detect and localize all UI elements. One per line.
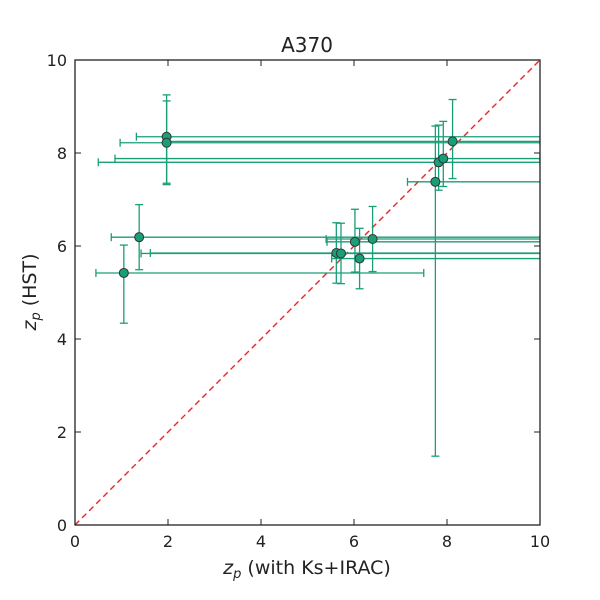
data-point-12 <box>447 136 458 147</box>
error-bar-layer <box>95 94 540 457</box>
tick-layer: 0 2 4 6 8 10 0 2 4 6 8 10 <box>47 51 551 551</box>
y-tick-label-1: 2 <box>57 423 67 442</box>
y-tick-label-3: 6 <box>57 237 67 256</box>
x-tick-label-4: 8 <box>442 532 452 551</box>
data-point-8 <box>367 234 378 245</box>
x-tick-label-0: 0 <box>70 532 80 551</box>
data-point-1 <box>134 232 145 243</box>
reference-line-layer <box>75 60 540 525</box>
data-point-layer <box>118 131 458 278</box>
x-tick-label-3: 6 <box>349 532 359 551</box>
y-axis-label-rest: (HST) <box>19 253 41 312</box>
y-tick-label-2: 4 <box>57 330 67 349</box>
plot-frame <box>74 59 541 526</box>
x-axis-label-sub: p <box>232 567 241 582</box>
x-axis-label: zp (with Ks+IRAC) <box>222 557 391 582</box>
y-tick-label-5: 10 <box>47 51 67 70</box>
reference-line-y-equals-x <box>75 60 540 525</box>
x-tick-label-2: 4 <box>256 532 266 551</box>
chart-title: A370 <box>281 33 333 57</box>
x-axis-label-var: z <box>222 557 234 579</box>
y-tick-label-0: 0 <box>57 516 67 535</box>
data-point-11 <box>438 153 449 164</box>
y-axis-label-sub: p <box>29 312 44 321</box>
x-axis-label-rest: (with Ks+IRAC) <box>241 557 390 579</box>
data-point-9 <box>430 176 441 187</box>
y-axis-label-var: z <box>19 320 41 332</box>
data-point-5 <box>335 248 346 259</box>
data-point-0 <box>118 267 129 278</box>
data-point-6 <box>349 236 360 247</box>
data-point-7 <box>354 253 365 264</box>
x-tick-label-1: 2 <box>163 532 173 551</box>
x-tick-label-5: 10 <box>530 532 550 551</box>
data-point-3 <box>161 137 172 148</box>
y-tick-label-4: 8 <box>57 144 67 163</box>
y-axis-label: zp (HST) <box>19 253 44 331</box>
